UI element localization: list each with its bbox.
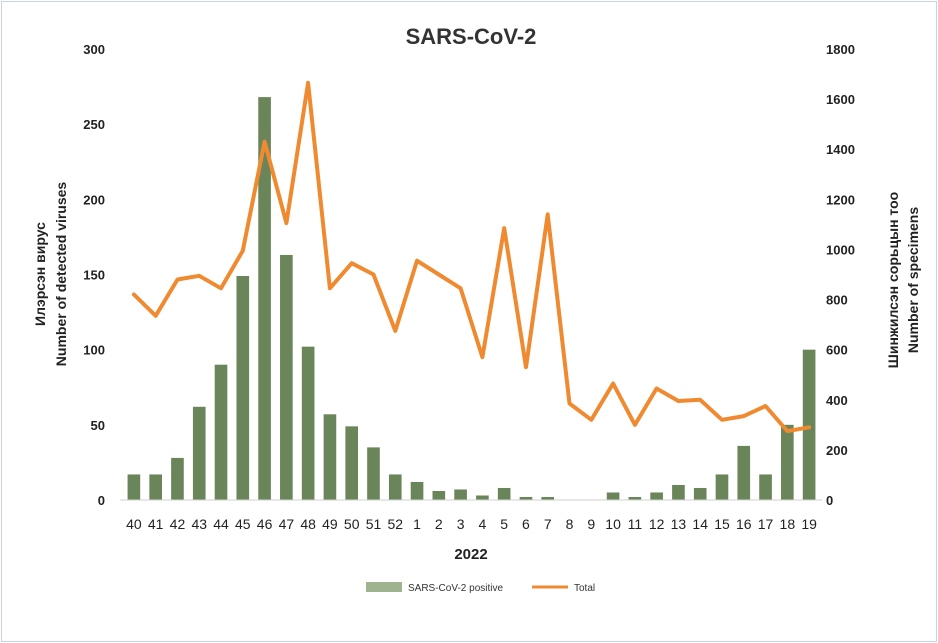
left-tick-label: 250: [83, 117, 105, 132]
legend-label-positive: SARS-CoV-2 positive: [408, 583, 503, 594]
x-tick-label: 43: [191, 516, 207, 532]
x-tick-label: 12: [649, 516, 665, 532]
bar: [802, 349, 816, 500]
chart-title: SARS-CoV-2: [406, 24, 537, 49]
x-tick-label: 42: [170, 516, 186, 532]
bar: [171, 457, 184, 500]
bar: [454, 489, 467, 500]
x-tick-label: 46: [257, 516, 273, 532]
bar: [628, 496, 642, 500]
x-tick-label: 15: [714, 516, 730, 532]
right-tick-label: 400: [826, 393, 848, 408]
bar: [301, 346, 315, 500]
bar: [519, 496, 533, 500]
bar: [759, 474, 772, 500]
left-axis-label-line-2: Number of detected viruses: [53, 182, 69, 367]
x-axis-ticks: 40 41 42 43 44 45 46 47 48 49 50 51 52 1 2 3 4 5 6 7 8 9 10 11 1…: [126, 516, 817, 532]
right-tick-label: 600: [826, 343, 848, 358]
right-axis-label-line-1: Шинжилсэн сорьцын тоо: [885, 192, 901, 368]
bar: [672, 484, 685, 500]
bar: [127, 474, 141, 500]
x-tick-label: 16: [736, 516, 752, 532]
right-axis-ticks: 0 200 400 600 800 1000 1200 1400 1600 1800: [826, 42, 855, 508]
right-tick-label: 1600: [826, 92, 855, 107]
bar: [214, 364, 228, 500]
left-tick-label: 0: [98, 493, 105, 508]
x-tick-label: 13: [671, 516, 687, 532]
left-axis-ticks: 0 50 100 150 200 250 300: [83, 42, 105, 508]
x-tick-label: 6: [522, 516, 530, 532]
right-tick-label: 1000: [826, 242, 855, 257]
bar: [432, 490, 446, 500]
left-axis-label-line-1: Илэрсэн вирус: [32, 222, 48, 326]
x-tick-label: 3: [457, 516, 465, 532]
bar: [258, 97, 271, 501]
legend: SARS-CoV-2 positive Total: [366, 582, 595, 594]
bar: [192, 406, 206, 500]
right-tick-label: 1400: [826, 142, 855, 157]
left-tick-label: 50: [91, 418, 105, 433]
x-tick-label: 40: [126, 516, 142, 532]
bar: [715, 474, 729, 500]
left-axis-label: Илэрсэн вирус Number of detected viruses: [32, 182, 69, 367]
x-tick-label: 44: [213, 516, 229, 532]
x-axis-label: 2022: [454, 546, 487, 563]
x-tick-label: 11: [628, 516, 643, 532]
x-tick-label: 19: [801, 516, 817, 532]
bar: [345, 426, 359, 500]
bar: [236, 276, 250, 500]
bar: [606, 492, 620, 500]
x-tick-label: 9: [587, 516, 595, 532]
x-tick-label: 10: [605, 516, 621, 532]
x-tick-label: 1: [413, 516, 421, 532]
right-axis-label-line-2: Number of specimens: [905, 207, 921, 353]
x-tick-label: 48: [300, 516, 316, 532]
bars-series: [127, 97, 816, 501]
left-tick-label: 100: [83, 343, 105, 358]
right-axis-label: Шинжилсэн сорьцын тоо Number of specimen…: [885, 192, 921, 368]
bar: [476, 495, 489, 500]
right-tick-label: 1200: [826, 192, 855, 207]
x-tick-label: 52: [387, 516, 403, 532]
x-tick-label: 18: [780, 516, 796, 532]
bar: [541, 496, 555, 500]
right-tick-label: 0: [826, 493, 833, 508]
x-tick-label: 5: [500, 516, 508, 532]
x-tick-label: 51: [366, 516, 382, 532]
x-tick-label: 50: [344, 516, 360, 532]
x-tick-label: 41: [148, 516, 164, 532]
bar: [149, 474, 162, 500]
right-tick-label: 1800: [826, 42, 855, 57]
bar: [410, 481, 424, 500]
x-tick-label: 47: [279, 516, 295, 532]
bar: [388, 474, 402, 500]
bar: [367, 447, 380, 500]
x-tick-label: 17: [758, 516, 774, 532]
legend-label-total: Total: [574, 583, 595, 594]
x-tick-label: 8: [566, 516, 574, 532]
left-tick-label: 200: [83, 192, 105, 207]
x-tick-label: 7: [544, 516, 552, 532]
legend-swatch-positive: [366, 582, 402, 592]
bar: [280, 254, 293, 500]
x-tick-label: 45: [235, 516, 251, 532]
x-tick-label: 2: [435, 516, 443, 532]
bar: [693, 487, 707, 500]
bar: [781, 424, 794, 500]
x-tick-label: 49: [322, 516, 338, 532]
bar: [323, 414, 337, 500]
right-tick-label: 200: [826, 443, 848, 458]
bar: [497, 487, 511, 500]
bar: [737, 445, 751, 500]
right-tick-label: 800: [826, 293, 848, 308]
left-tick-label: 150: [83, 268, 105, 283]
total-line: [131, 80, 812, 434]
bar: [650, 492, 663, 500]
x-tick-label: 4: [478, 516, 486, 532]
left-tick-label: 300: [83, 42, 105, 57]
x-tick-label: 14: [692, 516, 708, 532]
